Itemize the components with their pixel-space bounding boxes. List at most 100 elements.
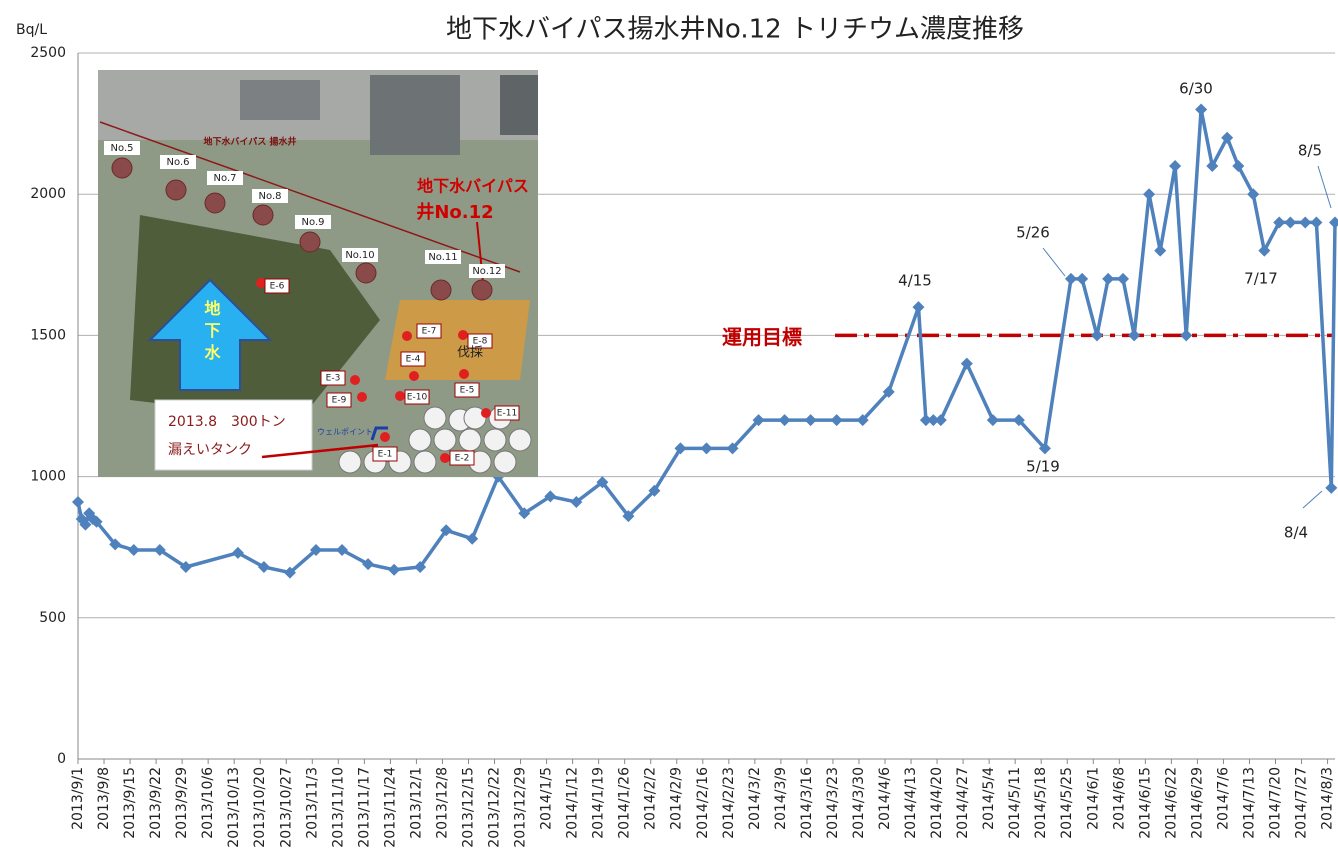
well-label: No.9: [302, 217, 325, 228]
sample-label-box: [326, 392, 352, 408]
well: [299, 231, 321, 253]
x-tick-label: 2013/10/13: [226, 767, 242, 848]
sample-label: E-9: [332, 396, 347, 406]
y-tick-label: 2500: [30, 45, 66, 61]
data-point: [986, 414, 999, 427]
x-tick-label: 2014/7/27: [1294, 767, 1310, 839]
data-point: [1102, 272, 1115, 285]
data-point: [283, 566, 296, 579]
sample-point: [395, 391, 405, 401]
data-point: [466, 532, 479, 545]
x-tick-label: 2013/9/8: [96, 767, 112, 830]
data-point: [1273, 216, 1286, 229]
well: [471, 279, 493, 301]
data-point: [919, 414, 932, 427]
sample-label-box: [449, 450, 475, 466]
x-tick-label: 2014/6/22: [1163, 767, 1179, 839]
data-point: [1310, 216, 1323, 229]
data-point: [1221, 131, 1234, 144]
leak-label: 2013.8 300トン: [168, 414, 286, 430]
data-point: [1247, 188, 1260, 201]
data-point: [257, 560, 270, 573]
annotation: 5/19: [1026, 458, 1060, 476]
sample-label: E-10: [407, 393, 428, 403]
well-line: [99, 121, 521, 273]
data-point: [414, 560, 427, 573]
x-tick-label: 2014/5/25: [1059, 767, 1075, 839]
x-tick-label: 2014/1/26: [617, 767, 633, 839]
target-label: 運用目標: [722, 325, 802, 349]
data-point: [700, 442, 713, 455]
data-point: [1299, 216, 1312, 229]
well-label: No.6: [167, 157, 190, 168]
data-point: [1325, 481, 1338, 494]
x-tick-label: 2014/4/13: [903, 767, 919, 839]
x-tick-label: 2014/4/27: [955, 767, 971, 839]
x-tick-label: 2014/2/23: [721, 767, 737, 839]
data-point: [1128, 329, 1141, 342]
sample-label: E-4: [406, 355, 421, 365]
callout-line: 井No.12: [416, 201, 493, 223]
data-point: [726, 442, 739, 455]
x-tick-label: 2014/8/3: [1320, 767, 1336, 830]
x-tick-label: 2014/7/6: [1215, 767, 1231, 830]
x-tick-label: 2014/4/6: [877, 767, 893, 830]
annotation: 8/4: [1284, 524, 1308, 542]
x-tick-label: 2014/2/2: [643, 767, 659, 830]
inset-header: 地下水バイパス 揚水井: [204, 136, 297, 148]
sample-label-box: [494, 405, 520, 421]
data-point: [1143, 188, 1156, 201]
data-point: [596, 476, 609, 489]
data-point: [1012, 414, 1025, 427]
leak-box: [154, 399, 313, 471]
well-label: No.8: [259, 191, 282, 202]
data-point: [622, 510, 635, 523]
well-label: No.5: [111, 143, 134, 154]
well-label-box: [469, 264, 505, 278]
well-label: No.11: [428, 252, 457, 263]
data-point: [362, 558, 375, 571]
data-point: [1195, 103, 1208, 116]
x-tick-label: 2013/12/1: [408, 767, 424, 839]
x-tick-label: 2014/3/23: [825, 767, 841, 839]
y-tick-label: 0: [57, 751, 66, 767]
groundwater-arrow: [147, 278, 273, 391]
x-tick-label: 2013/11/3: [304, 767, 320, 839]
x-tick-label: 2014/7/20: [1267, 767, 1283, 839]
arrow-label: 地下水: [202, 299, 221, 366]
x-tick-label: 2014/1/19: [591, 767, 607, 839]
y-tick-label: 500: [39, 610, 66, 626]
well-label-box: [160, 155, 196, 169]
well-label-box: [425, 250, 461, 264]
x-tick-label: 2014/5/4: [981, 767, 997, 830]
well: [252, 204, 274, 226]
data-point: [648, 484, 661, 497]
data-point: [179, 560, 192, 573]
sample-point: [350, 375, 360, 385]
x-tick-label: 2013/10/20: [252, 767, 268, 848]
sample-label: E-1: [378, 450, 393, 460]
data-point: [72, 496, 84, 509]
data-point: [570, 496, 583, 509]
data-point: [90, 515, 103, 528]
well-label-box: [342, 248, 378, 262]
sample-label-box: [320, 370, 346, 386]
data-point: [778, 414, 791, 427]
y-tick-label: 1500: [30, 327, 66, 343]
data-point: [1154, 244, 1167, 257]
well-label-box: [295, 215, 331, 229]
x-tick-label: 2013/11/10: [330, 767, 346, 848]
data-point: [1117, 272, 1130, 285]
data-point: [674, 442, 687, 455]
data-point: [79, 518, 92, 531]
annotation: 4/15: [898, 272, 932, 290]
x-tick-label: 2013/12/22: [487, 767, 503, 848]
x-tick-label: 2014/5/11: [1007, 767, 1023, 839]
x-tick-label: 2013/11/17: [356, 767, 372, 848]
sample-label: E-3: [326, 374, 341, 384]
sample-label: E-7: [422, 327, 437, 337]
y-tick-label: 2000: [30, 186, 66, 202]
x-tick-label: 2014/6/15: [1137, 767, 1153, 839]
x-tick-label: 2014/7/13: [1241, 767, 1257, 839]
